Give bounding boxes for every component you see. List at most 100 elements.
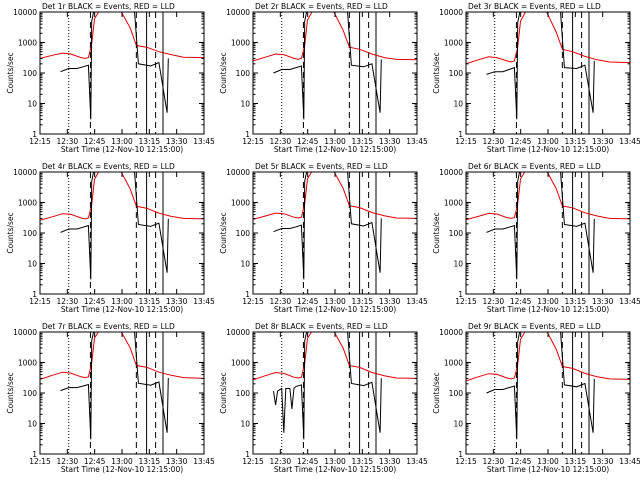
x-tick-label: 12:30: [483, 457, 505, 466]
x-tick-label: 12:45: [510, 457, 532, 466]
y-axis-label: Counts/sec: [432, 212, 441, 253]
panel-title: Det 7r BLACK = Events, RED = LLD: [42, 322, 175, 331]
x-tick-label: 13:30: [379, 457, 401, 466]
y-axis-label: Counts/sec: [6, 212, 15, 253]
y-tick-label: 10000: [13, 328, 37, 337]
y-tick-label: 1: [458, 450, 463, 459]
y-tick-label: 1: [245, 450, 250, 459]
x-tick-label: 13:15: [352, 137, 374, 146]
x-tick-label: 13:30: [592, 297, 614, 306]
y-tick-label: 1: [32, 290, 37, 299]
plot-frame: [252, 171, 418, 295]
x-tick-label: 12:45: [84, 297, 106, 306]
x-tick-label: 13:45: [619, 457, 640, 466]
y-tick-label: 100: [23, 389, 38, 398]
y-tick-label: 10: [453, 260, 463, 269]
y-tick-label: 1000: [18, 39, 37, 48]
x-tick-label: 12:30: [57, 297, 79, 306]
x-tick-label: 12:45: [84, 457, 106, 466]
y-tick-label: 1000: [444, 39, 463, 48]
x-axis-label: Start Time (12-Nov-10 12:15:00): [487, 305, 609, 314]
series-line-events: [486, 332, 595, 440]
y-tick-label: 1000: [231, 39, 250, 48]
series-line-lld: [253, 332, 417, 381]
y-tick-label: 1: [245, 130, 250, 139]
x-tick-label: 13:15: [565, 457, 587, 466]
chart-panel: Det 5r BLACK = Events, RED = LLD 1 10 100 10…: [219, 162, 428, 314]
series-line-lld: [253, 172, 417, 220]
x-tick-label: 13:00: [537, 137, 559, 146]
x-tick-label: 13:45: [619, 137, 640, 146]
y-axis-label: Counts/sec: [219, 52, 228, 93]
series-line-events: [60, 172, 169, 280]
x-axis-label: Start Time (12-Nov-10 12:15:00): [61, 145, 183, 154]
y-tick-label: 10000: [226, 8, 250, 17]
y-tick-label: 100: [236, 229, 251, 238]
y-tick-label: 10: [27, 420, 37, 429]
panel-title: Det 3r BLACK = Events, RED = LLD: [468, 2, 601, 11]
panel-title: Det 5r BLACK = Events, RED = LLD: [255, 162, 388, 171]
y-tick-label: 1000: [231, 199, 250, 208]
x-tick-label: 12:15: [455, 457, 477, 466]
y-axis-label: Counts/sec: [6, 372, 15, 413]
y-tick-label: 100: [236, 69, 251, 78]
y-tick-label: 100: [236, 389, 251, 398]
x-tick-label: 13:45: [406, 137, 428, 146]
x-tick-label: 12:15: [29, 297, 51, 306]
chart-panel: Det 2r BLACK = Events, RED = LLD 1 10 100 10…: [219, 2, 428, 154]
x-tick-label: 12:30: [270, 457, 292, 466]
x-axis-label: Start Time (12-Nov-10 12:15:00): [61, 465, 183, 474]
x-tick-label: 12:45: [297, 457, 319, 466]
series-line-lld: [40, 12, 204, 59]
x-tick-label: 13:15: [352, 457, 374, 466]
x-tick-label: 12:45: [297, 137, 319, 146]
chart-panel: Det 9r BLACK = Events, RED = LLD 1 10 100 10…: [432, 322, 640, 474]
y-tick-label: 10000: [226, 328, 250, 337]
y-tick-label: 100: [449, 229, 464, 238]
series-line-events: [486, 172, 595, 280]
series-line-events: [486, 12, 595, 120]
x-tick-label: 13:00: [111, 457, 133, 466]
panel-title: Det 6r BLACK = Events, RED = LLD: [468, 162, 601, 171]
x-tick-label: 12:15: [242, 137, 264, 146]
y-tick-label: 10000: [439, 168, 463, 177]
y-tick-label: 1: [32, 450, 37, 459]
x-tick-label: 13:45: [619, 297, 640, 306]
x-tick-label: 12:45: [297, 297, 319, 306]
y-tick-label: 1000: [18, 359, 37, 368]
x-tick-label: 12:15: [455, 137, 477, 146]
chart-panel: Det 8r BLACK = Events, RED = LLD 1 10 100 10…: [219, 322, 428, 474]
series-line-events: [273, 332, 382, 440]
x-axis-label: Start Time (12-Nov-10 12:15:00): [487, 145, 609, 154]
x-tick-label: 12:15: [242, 457, 264, 466]
y-tick-label: 1000: [18, 199, 37, 208]
y-tick-label: 10: [240, 260, 250, 269]
panel-title: Det 4r BLACK = Events, RED = LLD: [42, 162, 175, 171]
x-tick-label: 13:45: [406, 457, 428, 466]
x-tick-label: 13:15: [139, 457, 161, 466]
x-tick-label: 12:15: [29, 457, 51, 466]
series-line-lld: [466, 332, 630, 382]
x-tick-label: 13:45: [406, 297, 428, 306]
chart-panel: Det 7r BLACK = Events, RED = LLD 1 10 100 10…: [6, 322, 215, 474]
series-line-lld: [466, 172, 630, 221]
x-tick-label: 13:15: [352, 297, 374, 306]
plot-frame: [252, 11, 418, 135]
chart-panel: Det 1r BLACK = Events, RED = LLD 1 10 100 10…: [6, 2, 215, 154]
y-tick-label: 1000: [231, 359, 250, 368]
x-tick-label: 13:30: [379, 297, 401, 306]
y-tick-label: 1: [32, 130, 37, 139]
plot-frame: [39, 331, 205, 455]
x-tick-label: 12:30: [270, 137, 292, 146]
x-tick-label: 13:15: [565, 297, 587, 306]
x-tick-label: 12:30: [57, 137, 79, 146]
x-tick-label: 13:30: [166, 457, 188, 466]
x-tick-label: 12:45: [510, 137, 532, 146]
x-tick-label: 13:30: [166, 137, 188, 146]
chart-panel: Det 4r BLACK = Events, RED = LLD 1 10 100 10…: [6, 162, 215, 314]
y-tick-label: 10000: [439, 8, 463, 17]
y-tick-label: 100: [23, 69, 38, 78]
y-axis-label: Counts/sec: [432, 52, 441, 93]
x-tick-label: 13:00: [111, 297, 133, 306]
